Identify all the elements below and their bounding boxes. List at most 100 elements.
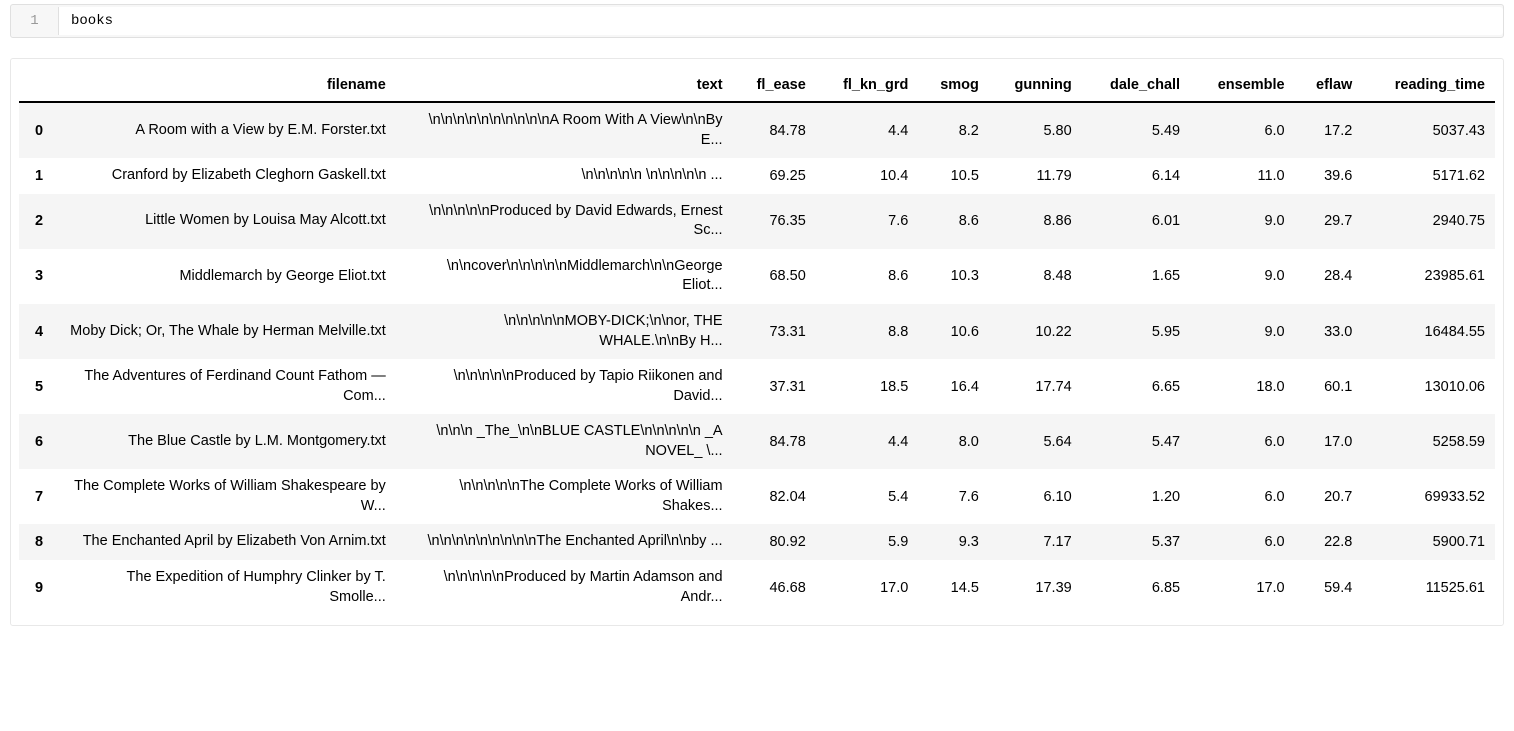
cell-filename: Moby Dick; Or, The Whale by Herman Melvi… (59, 304, 396, 359)
cell-reading_time: 69933.52 (1362, 469, 1495, 524)
row-index: 6 (19, 414, 59, 469)
cell-text: \n\n\n\n\n\n\n\n\nThe Enchanted April\n\… (396, 524, 733, 560)
cell-fl_kn_grd: 7.6 (816, 194, 919, 249)
cell-dale_chall: 6.14 (1082, 158, 1190, 194)
row-index: 3 (19, 249, 59, 304)
cell-fl_ease: 69.25 (733, 158, 816, 194)
column-header: filename (59, 69, 396, 102)
cell-gunning: 10.22 (989, 304, 1082, 359)
cell-reading_time: 23985.61 (1362, 249, 1495, 304)
row-index: 0 (19, 102, 59, 158)
cell-filename: The Blue Castle by L.M. Montgomery.txt (59, 414, 396, 469)
cell-fl_ease: 80.92 (733, 524, 816, 560)
table-header: filenametextfl_easefl_kn_grdsmoggunningd… (19, 69, 1495, 102)
cell-smog: 16.4 (918, 359, 989, 414)
cell-ensemble: 9.0 (1190, 304, 1295, 359)
cell-fl_kn_grd: 8.8 (816, 304, 919, 359)
row-index: 7 (19, 469, 59, 524)
table-row: 5The Adventures of Ferdinand Count Fatho… (19, 359, 1495, 414)
column-header: gunning (989, 69, 1082, 102)
cell-dale_chall: 6.65 (1082, 359, 1190, 414)
column-header: dale_chall (1082, 69, 1190, 102)
cell-fl_kn_grd: 17.0 (816, 560, 919, 615)
cell-ensemble: 6.0 (1190, 469, 1295, 524)
cell-ensemble: 11.0 (1190, 158, 1295, 194)
cell-reading_time: 11525.61 (1362, 560, 1495, 615)
cell-filename: Cranford by Elizabeth Cleghorn Gaskell.t… (59, 158, 396, 194)
cell-fl_kn_grd: 5.9 (816, 524, 919, 560)
table-row: 9The Expedition of Humphry Clinker by T.… (19, 560, 1495, 615)
cell-filename: The Adventures of Ferdinand Count Fathom… (59, 359, 396, 414)
cell-gunning: 5.80 (989, 102, 1082, 158)
cell-gunning: 5.64 (989, 414, 1082, 469)
column-header: ensemble (1190, 69, 1295, 102)
cell-dale_chall: 6.85 (1082, 560, 1190, 615)
column-header: fl_kn_grd (816, 69, 919, 102)
cell-dale_chall: 1.20 (1082, 469, 1190, 524)
cell-text: \n\n\n\n\nProduced by Martin Adamson and… (396, 560, 733, 615)
cell-dale_chall: 6.01 (1082, 194, 1190, 249)
cell-gunning: 8.86 (989, 194, 1082, 249)
cell-ensemble: 9.0 (1190, 249, 1295, 304)
row-index: 5 (19, 359, 59, 414)
cell-fl_kn_grd: 5.4 (816, 469, 919, 524)
cell-text: \n\n\n _The_\n\nBLUE CASTLE\n\n\n\n\n _A… (396, 414, 733, 469)
cell-ensemble: 6.0 (1190, 102, 1295, 158)
cell-fl_ease: 73.31 (733, 304, 816, 359)
cell-eflaw: 59.4 (1295, 560, 1363, 615)
cell-eflaw: 17.2 (1295, 102, 1363, 158)
cell-smog: 8.6 (918, 194, 989, 249)
row-index: 2 (19, 194, 59, 249)
cell-fl_ease: 46.68 (733, 560, 816, 615)
cell-eflaw: 20.7 (1295, 469, 1363, 524)
cell-gunning: 7.17 (989, 524, 1082, 560)
cell-fl_kn_grd: 10.4 (816, 158, 919, 194)
cell-smog: 8.0 (918, 414, 989, 469)
dataframe-table: filenametextfl_easefl_kn_grdsmoggunningd… (19, 69, 1495, 615)
cell-fl_kn_grd: 4.4 (816, 414, 919, 469)
column-header: smog (918, 69, 989, 102)
cell-fl_ease: 84.78 (733, 102, 816, 158)
cell-reading_time: 5037.43 (1362, 102, 1495, 158)
row-index: 1 (19, 158, 59, 194)
cell-fl_ease: 82.04 (733, 469, 816, 524)
table-row: 7The Complete Works of William Shakespea… (19, 469, 1495, 524)
cell-reading_time: 5900.71 (1362, 524, 1495, 560)
cell-fl_kn_grd: 18.5 (816, 359, 919, 414)
cell-eflaw: 22.8 (1295, 524, 1363, 560)
cell-smog: 14.5 (918, 560, 989, 615)
cell-reading_time: 2940.75 (1362, 194, 1495, 249)
column-header: reading_time (1362, 69, 1495, 102)
cell-ensemble: 6.0 (1190, 524, 1295, 560)
cell-text: \n\n\n\n\n\n\n\n\n\nA Room With A View\n… (396, 102, 733, 158)
row-index: 9 (19, 560, 59, 615)
cell-reading_time: 16484.55 (1362, 304, 1495, 359)
cell-dale_chall: 5.95 (1082, 304, 1190, 359)
cell-smog: 10.6 (918, 304, 989, 359)
cell-reading_time: 5171.62 (1362, 158, 1495, 194)
cell-fl_ease: 37.31 (733, 359, 816, 414)
cell-eflaw: 33.0 (1295, 304, 1363, 359)
cell-filename: The Enchanted April by Elizabeth Von Arn… (59, 524, 396, 560)
cell-ensemble: 17.0 (1190, 560, 1295, 615)
cell-fl_ease: 76.35 (733, 194, 816, 249)
code-content[interactable]: books (59, 7, 1503, 35)
cell-gunning: 17.39 (989, 560, 1082, 615)
cell-smog: 7.6 (918, 469, 989, 524)
table-row: 0A Room with a View by E.M. Forster.txt\… (19, 102, 1495, 158)
table-row: 4Moby Dick; Or, The Whale by Herman Melv… (19, 304, 1495, 359)
cell-text: \n\n\n\n\nProduced by Tapio Riikonen and… (396, 359, 733, 414)
cell-text: \n\n\n\n\n \n\n\n\n\n ... (396, 158, 733, 194)
table-row: 2Little Women by Louisa May Alcott.txt\n… (19, 194, 1495, 249)
cell-ensemble: 18.0 (1190, 359, 1295, 414)
cell-filename: Little Women by Louisa May Alcott.txt (59, 194, 396, 249)
table-row: 6The Blue Castle by L.M. Montgomery.txt\… (19, 414, 1495, 469)
cell-smog: 8.2 (918, 102, 989, 158)
code-cell[interactable]: 1 books (10, 4, 1504, 38)
column-header (19, 69, 59, 102)
cell-filename: Middlemarch by George Eliot.txt (59, 249, 396, 304)
cell-eflaw: 60.1 (1295, 359, 1363, 414)
cell-gunning: 8.48 (989, 249, 1082, 304)
cell-eflaw: 28.4 (1295, 249, 1363, 304)
cell-text: \n\n\n\n\nProduced by David Edwards, Ern… (396, 194, 733, 249)
